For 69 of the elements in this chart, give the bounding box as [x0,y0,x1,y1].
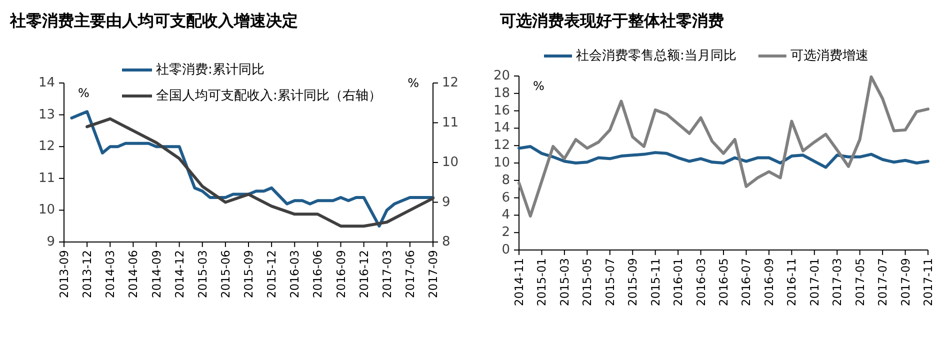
x-tick-label: 2015-06 [218,250,232,298]
chart-title: 社零消费主要由人均可支配收入增速决定 [9,11,298,30]
chart-title: 可选消费表现好于整体社零消费 [499,11,724,30]
x-tick-label: 2016-03 [694,258,708,306]
x-tick-label: 2016-03 [288,250,302,298]
x-tick-label: 2014-12 [172,250,186,298]
y-tick-label: 20 [493,68,510,84]
y2-tick-label: 8 [442,234,450,250]
x-tick-label: 2015-12 [264,250,279,298]
y-tick-label: 18 [493,86,510,101]
y2-tick-label: 12 [442,76,459,90]
legend-label: 社会消费零售总额:当月同比 [576,48,736,64]
y-tick-label: 12 [493,138,510,154]
y2-axis-title: % [408,76,419,90]
x-tick-label: 2016-11 [784,258,799,306]
x-tick-label: 2017-06 [402,250,417,298]
x-tick-label: 2015-03 [195,250,210,298]
x-tick-label: 2014-03 [103,250,118,298]
y-tick-label: 14 [493,120,510,136]
x-tick-label: 2017-03 [830,258,844,306]
y2-tick-label: 11 [442,115,459,130]
y-tick-label: 13 [38,107,55,122]
y-tick-label: 6 [502,190,510,206]
y-tick-label: 16 [493,103,510,118]
x-tick-label: 2015-09 [626,258,640,306]
y-tick-label: 0 [502,242,510,258]
x-tick-label: 2014-11 [512,258,526,306]
y-tick-label: 4 [502,208,510,223]
x-tick-label: 2015-03 [557,258,572,306]
line-series [518,144,930,169]
y2-tick-label: 10 [442,155,459,170]
x-tick-label: 2015-09 [242,250,256,298]
x-tick-label: 2017-09 [898,258,912,306]
y-tick-label: 9 [46,234,55,250]
legend-label: 全国人均可支配收入:累计同比（右轴） [156,88,382,104]
x-tick-label: 2017-11 [921,258,935,306]
x-tick-label: 2015-11 [648,258,662,306]
y-tick-label: 8 [502,172,510,188]
x-tick-label: 2016-09 [334,250,348,298]
y-tick-label: 2 [502,225,510,240]
y2-tick-label: 9 [442,194,450,210]
x-tick-label: 2016-05 [716,258,730,306]
x-tick-label: 2016-09 [762,258,776,306]
x-tick-label: 2015-05 [580,258,594,306]
x-tick-label: 2016-06 [310,250,325,298]
x-tick-label: 2017-09 [426,250,440,298]
legend-label: 可选消费增速 [790,48,868,64]
x-tick-label: 2016-01 [671,258,686,306]
x-tick-label: 2016-07 [739,258,754,306]
line-series [518,75,930,218]
y-tick-label: 10 [493,156,510,170]
x-tick-label: 2017-01 [807,258,822,306]
x-tick-label: 2017-03 [380,250,394,298]
y-axis-title: % [533,79,544,93]
x-tick-label: 2017-05 [852,258,867,306]
x-tick-label: 2015-07 [602,258,617,306]
x-tick-label: 2013-12 [80,250,94,298]
legend-label: 社零消费:累计同比 [156,62,264,78]
x-tick-label: 2015-01 [534,258,549,306]
x-tick-label: 2013-09 [57,250,71,298]
y-tick-label: 12 [38,139,55,154]
x-tick-label: 2016-12 [356,250,371,298]
y-axis-title: % [78,86,90,100]
y-tick-label: 14 [38,76,55,90]
x-tick-label: 2014-06 [126,250,140,298]
y-tick-label: 10 [38,202,55,218]
y-tick-label: 11 [38,170,55,186]
x-tick-label: 2014-09 [149,250,164,298]
x-tick-label: 2017-07 [876,258,890,306]
